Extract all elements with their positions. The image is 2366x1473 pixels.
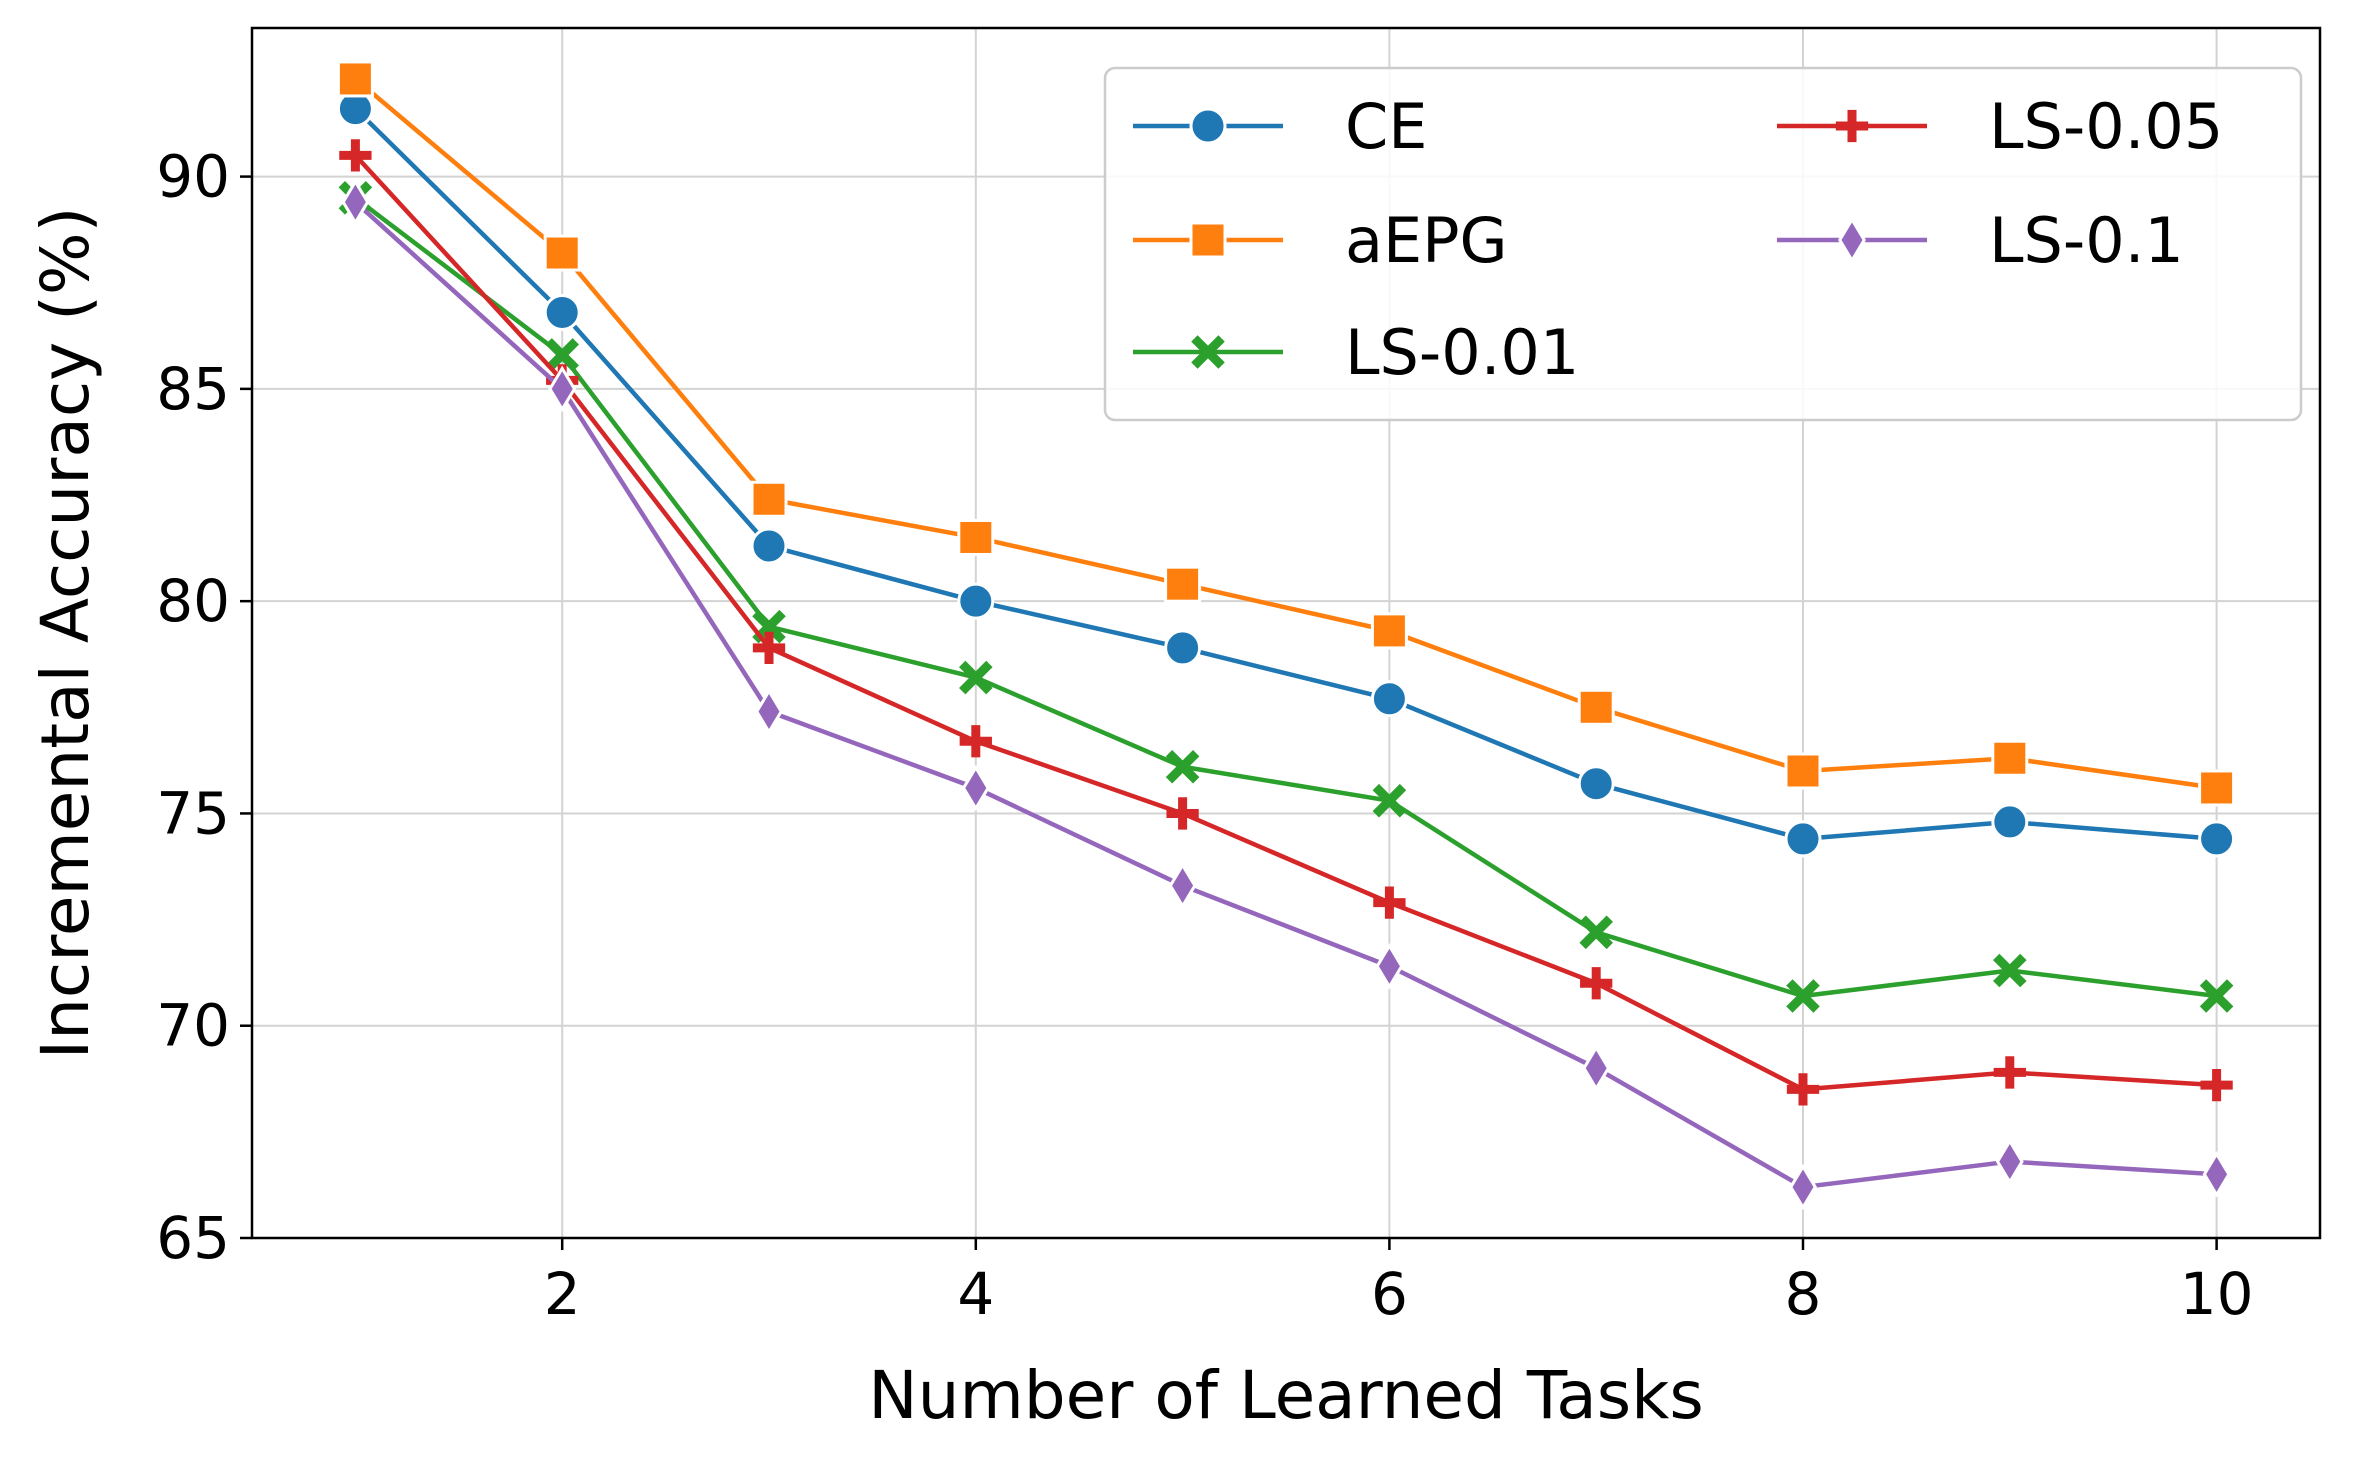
data-point: [1168, 862, 1197, 909]
data-point: [341, 178, 370, 226]
series-aepg: [336, 60, 2236, 807]
data-point: [1579, 915, 1613, 950]
data-point: [959, 660, 993, 695]
data-point: [750, 527, 788, 565]
legend-item: LS-0.01: [1133, 316, 1579, 389]
data-point: [543, 293, 581, 331]
data-point: [2199, 979, 2234, 1013]
legend-marker: [1838, 216, 1866, 264]
series-line: [354, 196, 2217, 999]
data-point: [1164, 629, 1202, 667]
data-point: [2198, 820, 2236, 858]
legend-label: LS-0.05: [1989, 90, 2223, 163]
data-point: [1370, 680, 1408, 718]
legend-label: LS-0.01: [1345, 316, 1579, 389]
series-ls-0-1: [341, 178, 2231, 1211]
data-point: [957, 582, 995, 620]
x-tick-label: 10: [2180, 1260, 2254, 1328]
series-group: [336, 60, 2236, 1211]
data-point: [1784, 820, 1822, 858]
legend-label: CE: [1345, 90, 1427, 163]
data-point: [959, 725, 992, 758]
y-tick-label: 70: [156, 992, 230, 1060]
series-line: [353, 107, 2217, 842]
legend-marker: [1835, 109, 1869, 143]
legend-item: aEPG: [1133, 204, 1508, 277]
x-tick-label: 2: [544, 1260, 581, 1328]
data-point: [1165, 749, 1200, 784]
data-point: [1372, 783, 1407, 818]
data-point: [1991, 803, 2029, 841]
y-tick-label: 85: [156, 355, 230, 423]
data-point: [1786, 979, 1820, 1013]
data-point: [336, 60, 374, 98]
plot-frame: [250, 26, 2322, 1240]
data-point: [1166, 797, 1199, 830]
series-ce: [336, 90, 2236, 858]
data-point: [961, 764, 990, 812]
y-tick-label: 65: [156, 1204, 230, 1272]
legend-item: LS-0.1: [1777, 204, 2184, 277]
data-point: [1164, 565, 1202, 603]
data-point: [957, 518, 995, 556]
data-point: [755, 688, 783, 735]
data-point: [339, 139, 372, 172]
legend-marker: [1189, 221, 1227, 259]
series-ls-0-01: [338, 181, 2234, 1013]
data-point: [2198, 769, 2236, 807]
data-point: [1991, 739, 2029, 777]
x-tick-label: 8: [1785, 1260, 1822, 1328]
series-line: [353, 200, 2217, 1190]
data-point: [1784, 752, 1822, 790]
tick-labels: 2 4 6 8 10 65 70 75 80 85 90: [156, 143, 2253, 1328]
legend-marker: [1189, 107, 1227, 145]
data-point: [1577, 688, 1615, 726]
data-point: [1370, 612, 1408, 650]
data-point: [543, 234, 581, 272]
data-point: [545, 338, 579, 372]
data-point: [1577, 765, 1615, 803]
x-tick-label: 6: [1371, 1260, 1408, 1328]
y-tick-label: 75: [156, 779, 230, 847]
y-tick-label: 90: [156, 143, 230, 211]
legend-label: aEPG: [1345, 204, 1508, 277]
x-tick-label: 4: [957, 1260, 994, 1328]
series-line: [353, 153, 2217, 1092]
data-point: [1373, 886, 1406, 919]
series-line: [353, 77, 2217, 791]
data-point: [1582, 1044, 1611, 1092]
legend-item: LS-0.05: [1777, 90, 2223, 163]
data-point: [750, 480, 788, 518]
data-point: [1993, 1056, 2026, 1089]
data-point: [1580, 967, 1613, 1000]
data-point: [1995, 1138, 2024, 1185]
legend: CE aEPG LS-0.01 LS-0.05 LS-0.1: [1103, 66, 2303, 422]
y-axis-title: Incremental Accuracy (%): [27, 207, 104, 1060]
legend-label: LS-0.1: [1989, 204, 2184, 277]
data-point: [2200, 1069, 2233, 1102]
legend-marker: [1191, 335, 1225, 369]
data-point: [2202, 1151, 2231, 1198]
data-point: [1993, 953, 2027, 988]
x-axis-title: Number of Learned Tasks: [868, 1357, 1703, 1434]
y-tick-label: 80: [156, 567, 230, 635]
legend-box: [1103, 66, 2303, 422]
data-point: [1786, 1073, 1820, 1106]
data-point: [548, 365, 577, 413]
data-point: [752, 631, 786, 665]
data-point: [1375, 942, 1404, 990]
data-point: [1789, 1163, 1817, 1211]
series-ls-0-05: [339, 139, 2233, 1106]
legend-item: CE: [1133, 90, 1427, 163]
